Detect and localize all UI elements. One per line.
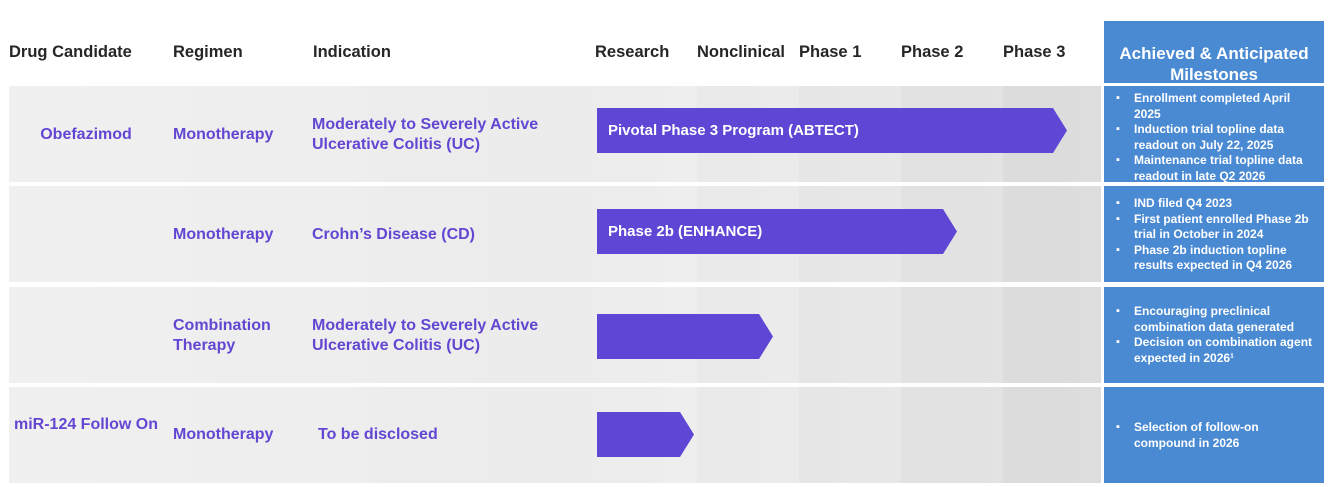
milestones-box-row-3: Encouraging preclinical combination data… — [1104, 287, 1324, 383]
regimen: Monotherapy — [173, 226, 274, 243]
milestone-item: Induction trial topline data readout on … — [1104, 122, 1324, 153]
indication: Moderately to Severely Active Ulcerative… — [312, 317, 539, 354]
milestones-box-row-1: Enrollment completed April 2025 Inductio… — [1104, 86, 1324, 184]
regimen: Monotherapy — [173, 426, 274, 443]
indication: To be disclosed — [318, 426, 438, 443]
drug-name: Obefazimod — [40, 126, 132, 143]
row-band-3 — [9, 287, 1101, 383]
row-band-4 — [9, 387, 1101, 483]
milestones-header: Achieved & Anticipated Milestones — [1104, 21, 1324, 84]
pipeline-arrow-nonclinical — [597, 314, 773, 359]
milestones-box-row-2: IND filed Q4 2023 First patient enrolled… — [1104, 186, 1324, 282]
milestone-item: Maintenance trial topline data readout i… — [1104, 153, 1324, 184]
milestone-item: First patient enrolled Phase 2b trial in… — [1104, 212, 1324, 243]
header-phase-2: Phase 2 — [901, 43, 964, 61]
header-phase-1: Phase 1 — [799, 43, 862, 61]
regimen: Monotherapy — [173, 126, 274, 143]
row-divider — [9, 383, 1101, 387]
drug-name: miR-124 Follow On — [13, 416, 158, 433]
pipeline-arrow-phase-3: Pivotal Phase 3 Program (ABTECT) — [597, 108, 1067, 153]
pipeline-arrow-research — [597, 412, 694, 457]
regimen: Combination Therapy — [173, 317, 271, 354]
milestone-item: IND filed Q4 2023 — [1104, 196, 1324, 212]
milestone-item: Encouraging preclinical combination data… — [1104, 304, 1324, 335]
header-regimen: Regimen — [173, 43, 243, 61]
header-nonclinical: Nonclinical — [697, 43, 786, 61]
milestone-item: Decision on combination agent expected i… — [1104, 335, 1324, 366]
header-research: Research — [595, 43, 670, 61]
row-divider — [9, 182, 1101, 186]
milestone-item: Phase 2b induction topline results expec… — [1104, 243, 1324, 274]
milestone-item: Selection of follow-on compound in 2026 — [1104, 420, 1324, 451]
indication: Moderately to Severely Active Ulcerative… — [312, 116, 539, 153]
milestone-item: Enrollment completed April 2025 — [1104, 91, 1324, 122]
pipeline-arrow-phase-2: Phase 2b (ENHANCE) — [597, 209, 957, 254]
row-divider — [9, 282, 1101, 287]
header-drug-candidate: Drug Candidate — [9, 43, 132, 61]
header-indication: Indication — [313, 43, 391, 61]
indication: Crohn’s Disease (CD) — [312, 226, 475, 243]
header-phase-3: Phase 3 — [1003, 43, 1066, 61]
milestones-box-row-4: Selection of follow-on compound in 2026 — [1104, 387, 1324, 483]
